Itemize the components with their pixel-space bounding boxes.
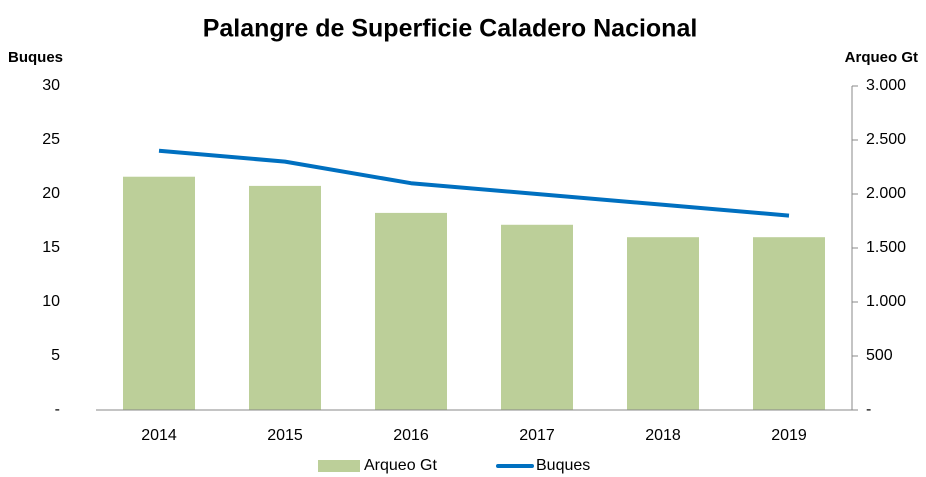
y-axis-label: Buques <box>8 49 63 66</box>
legend-label: Arqueo Gt <box>364 457 437 474</box>
x-tick-label: 2019 <box>771 427 807 444</box>
y-tick-label: 25 <box>42 131 60 148</box>
x-tick-label: 2015 <box>267 427 303 444</box>
bar <box>123 176 195 410</box>
bar <box>375 212 447 410</box>
bar <box>501 224 573 410</box>
legend-label: Buques <box>536 457 590 474</box>
y-tick-label: 20 <box>42 185 60 202</box>
bar <box>753 237 825 410</box>
legend-swatch <box>318 460 360 472</box>
x-tick-label: 2014 <box>141 427 177 444</box>
x-tick-label: 2018 <box>645 427 681 444</box>
y2-tick-label: 2.000 <box>866 185 906 202</box>
x-tick-label: 2016 <box>393 427 429 444</box>
y-tick-label: 10 <box>42 293 60 310</box>
chart-title: Palangre de Superficie Caladero Nacional <box>203 15 698 43</box>
y-tick-label: - <box>55 401 60 418</box>
y2-axis-label: Arqueo Gt <box>845 49 918 66</box>
y2-tick-label: 1.500 <box>866 239 906 256</box>
y2-tick-label: 1.000 <box>866 293 906 310</box>
bar <box>249 185 321 410</box>
x-tick-label: 2017 <box>519 427 555 444</box>
y2-tick-label: 500 <box>866 347 893 364</box>
y2-tick-label: 2.500 <box>866 131 906 148</box>
y2-tick-label: 3.000 <box>866 77 906 94</box>
y2-tick-label: - <box>866 401 871 418</box>
y-tick-label: 5 <box>51 347 60 364</box>
y-tick-label: 15 <box>42 239 60 256</box>
y-tick-label: 30 <box>42 77 60 94</box>
bar <box>627 237 699 410</box>
line <box>158 148 790 218</box>
